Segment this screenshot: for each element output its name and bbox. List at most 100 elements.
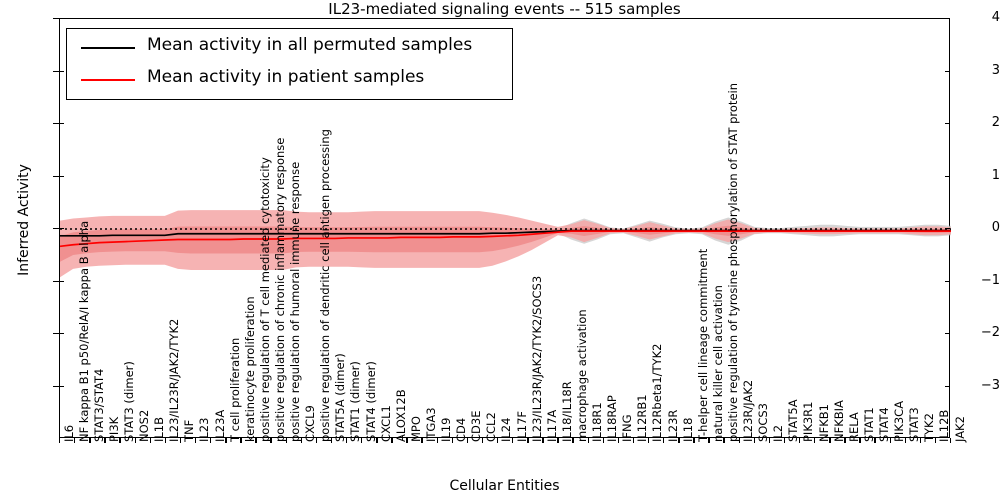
x-tick-label: T cell proliferation (227, 337, 242, 442)
x-tick-mark (934, 438, 937, 443)
x-tick-mark (270, 438, 272, 443)
y-tick-label: −1 (980, 272, 1000, 288)
x-tick-mark (814, 438, 816, 443)
y-tick-mark (53, 18, 59, 20)
x-tick-label: IL24 (499, 417, 514, 442)
x-tick-mark (874, 438, 876, 443)
x-tick-label: TNF (182, 419, 197, 442)
x-tick-label: IL23R/JAK2 (741, 379, 756, 442)
x-tick-mark (919, 438, 922, 443)
x-tick-mark (496, 438, 499, 443)
x-tick-label: RELA (846, 412, 861, 442)
x-tick-mark (210, 438, 212, 443)
y-tick-mark (53, 175, 59, 177)
x-tick-label: IL23/IL23R/JAK2/TYK2 (167, 318, 182, 442)
x-tick-label: IL12RB1 (635, 394, 650, 442)
x-tick-mark (436, 438, 438, 443)
x-tick-mark (225, 438, 227, 443)
x-tick-mark (89, 438, 91, 443)
x-tick-label: TYK2 (922, 413, 937, 442)
legend-entry-permuted: Mean activity in all permuted samples (67, 33, 512, 63)
x-tick-label: positive regulation of dendritic cell an… (318, 129, 333, 442)
y-tick-mark (53, 70, 59, 72)
x-tick-label: IL23/IL23R/JAK2/TYK2/SOCS3 (529, 275, 544, 442)
x-tick-label: keratinocyte proliferation (242, 296, 257, 442)
y-tick-mark (53, 123, 59, 125)
x-tick-mark (798, 438, 801, 443)
legend-label-permuted: Mean activity in all permuted samples (147, 35, 473, 55)
x-tick-label: T-helper cell lineage commitment (695, 248, 710, 442)
x-tick-mark (406, 438, 408, 443)
x-tick-mark (678, 438, 680, 443)
x-tick-label: natural killer cell activation (710, 285, 725, 442)
x-tick-label: STAT4 (dimer) (363, 361, 378, 442)
x-tick-label: NOS2 (137, 409, 151, 442)
x-tick-label: IL23 (197, 417, 212, 442)
x-tick-label: IL12B (937, 409, 952, 442)
x-tick-label: CD3E (469, 410, 484, 442)
y-tick-mark-inner (59, 123, 64, 125)
x-tick-mark (255, 438, 257, 443)
x-tick-label: positive regulation of chronic inflammat… (272, 137, 287, 442)
x-tick-label: STAT5A (dimer) (333, 353, 348, 442)
x-tick-label: positive regulation of tyrosine phosphor… (725, 82, 740, 442)
x-tick-label: IL17A (544, 409, 559, 442)
y-axis-label: Inferred Activity (16, 164, 32, 276)
x-tick-mark (59, 438, 61, 443)
x-tick-mark (451, 438, 454, 443)
x-tick-label: IFNG (620, 414, 635, 442)
x-tick-mark (361, 438, 363, 443)
x-tick-mark (859, 438, 861, 443)
x-tick-mark (768, 438, 771, 443)
x-tick-mark (693, 438, 695, 443)
y-tick-mark-inner (59, 18, 64, 20)
x-tick-mark (104, 438, 106, 443)
x-tick-label: macrophage activation (574, 309, 589, 442)
x-tick-mark (527, 438, 529, 443)
x-tick-label: PI3K (106, 416, 121, 442)
x-tick-label: IL18RAP (605, 395, 620, 442)
legend-swatch-permuted (81, 47, 135, 49)
y-tick-mark-inner (59, 228, 64, 230)
x-tick-label: IL1B (152, 416, 167, 442)
y-tick-mark-right (945, 70, 950, 72)
y-tick-label: 2 (991, 115, 1000, 130)
x-tick-label: JAK2 (952, 416, 967, 442)
x-tick-mark (481, 438, 484, 443)
y-tick-mark (53, 333, 59, 335)
y-tick-label: 1 (991, 167, 1000, 183)
x-tick-label: CD4 (454, 417, 469, 442)
x-tick-label: IL19 (439, 417, 454, 442)
x-tick-mark (330, 438, 333, 443)
y-tick-mark-right (945, 385, 950, 387)
x-tick-mark (179, 438, 182, 443)
x-tick-mark (617, 438, 620, 443)
x-tick-mark (466, 438, 469, 443)
y-tick-mark-right (945, 175, 950, 177)
x-tick-label: ALOX12B (393, 389, 408, 442)
x-tick-mark (889, 438, 891, 443)
y-tick-mark-right (945, 280, 950, 282)
x-tick-mark (602, 438, 605, 443)
y-tick-mark-right (945, 333, 950, 335)
chart-title: IL23-mediated signaling events -- 515 sa… (328, 0, 681, 18)
y-tick-mark-inner (59, 70, 64, 72)
x-tick-label: CCL2 (484, 412, 499, 442)
x-tick-mark (285, 438, 287, 443)
x-tick-mark (315, 438, 318, 443)
x-tick-label: IL23R (665, 409, 680, 442)
x-tick-label: SOCS3 (756, 403, 771, 442)
x-tick-mark (587, 438, 589, 443)
x-tick-mark (738, 438, 740, 443)
x-tick-mark (134, 438, 136, 443)
x-tick-label: IL6 (61, 424, 76, 442)
x-tick-label: PIK3R1 (801, 401, 816, 443)
y-tick-mark (53, 385, 59, 387)
x-tick-label: STAT3/STAT4 (91, 368, 106, 442)
x-tick-label: IL23A (212, 409, 227, 442)
x-tick-mark (844, 438, 846, 443)
x-tick-mark (904, 438, 907, 443)
x-tick-label: IL17F (514, 410, 529, 442)
chart-legend: Mean activity in all permuted samples Me… (66, 28, 513, 100)
x-tick-mark (829, 438, 831, 443)
